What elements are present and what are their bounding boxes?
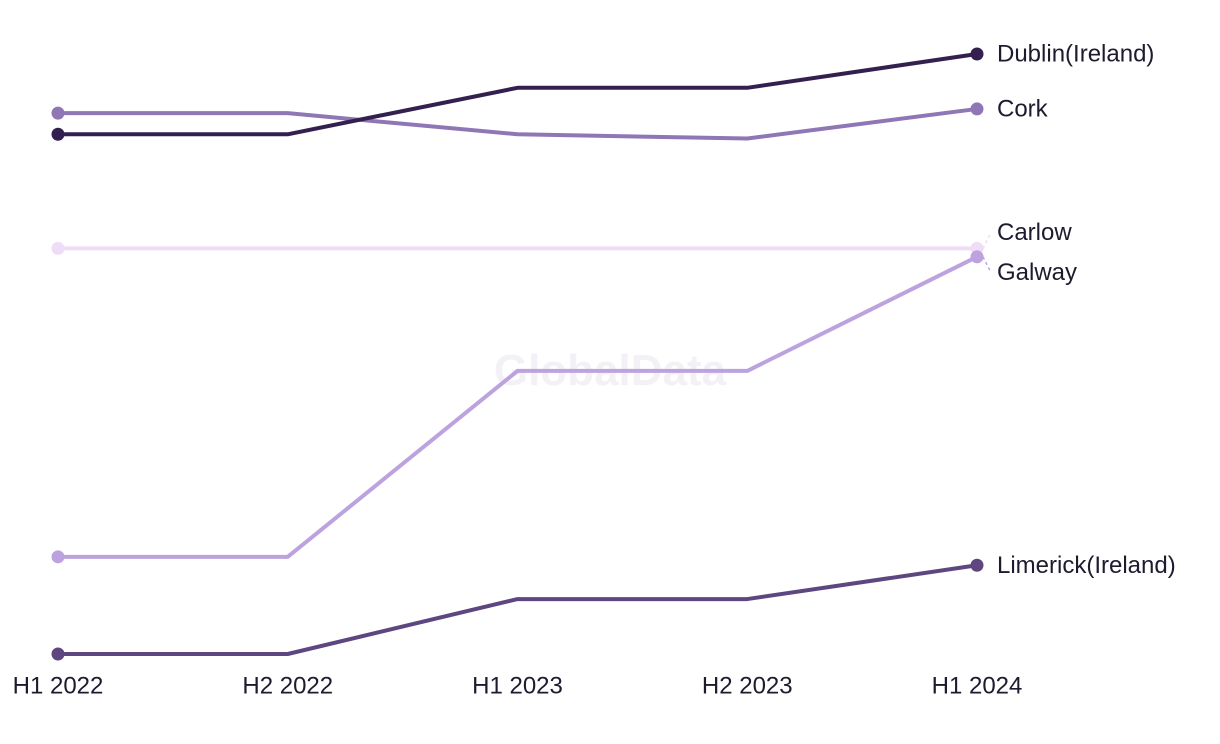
- series-label-cork: Cork: [997, 95, 1049, 122]
- series-cork: [51, 102, 984, 141]
- x-axis-tick-labels: H1 2022 H2 2022 H1 2023 H2 2023 H1 2024: [13, 673, 1023, 700]
- x-tick-label-h2-2023: H2 2023: [702, 673, 793, 700]
- series-carlow: [51, 241, 984, 255]
- series-label-galway: Galway: [997, 259, 1077, 286]
- point-limerick-ireland-end: [970, 558, 984, 572]
- x-tick-label-h1-2023: H1 2023: [472, 673, 563, 700]
- point-limerick-ireland-start: [51, 647, 65, 661]
- point-galway-start: [51, 550, 65, 564]
- point-cork-start: [51, 106, 65, 120]
- series-galway: [51, 250, 984, 564]
- series-dublin-ireland: [51, 47, 984, 141]
- x-tick-label-h1-2022: H1 2022: [13, 673, 104, 700]
- series-label-limerick-ireland: Limerick(Ireland): [997, 552, 1176, 579]
- series-line-dublin-ireland: [58, 52, 978, 137]
- series-line-cork: [58, 106, 978, 141]
- series-labels: Dublin(Ireland) Cork Carlow Galway Limerick(…: [982, 41, 1176, 579]
- series-line-limerick-ireland: [58, 563, 978, 656]
- point-dublin-ireland-start: [51, 127, 65, 141]
- point-dublin-ireland-end: [970, 47, 984, 61]
- x-tick-label-h2-2022: H2 2022: [242, 673, 333, 700]
- point-galway-end: [970, 250, 984, 264]
- point-carlow-start: [51, 241, 65, 255]
- x-tick-label-h1-2024: H1 2024: [932, 673, 1023, 700]
- series-label-carlow: Carlow: [997, 219, 1072, 246]
- point-cork-end: [970, 102, 984, 116]
- leader-line-carlow: [982, 232, 992, 249]
- leader-line-galway: [982, 256, 992, 273]
- series-label-dublin-ireland: Dublin(Ireland): [997, 41, 1154, 68]
- series-layer: [51, 47, 984, 661]
- series-limerick-ireland: [51, 558, 984, 661]
- series-line-galway: [58, 255, 978, 559]
